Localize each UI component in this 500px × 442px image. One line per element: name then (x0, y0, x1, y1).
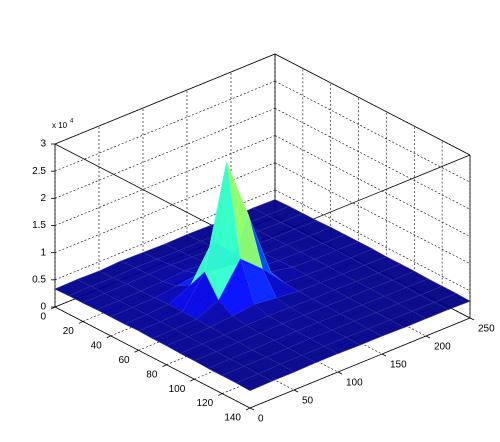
z-multiplier-exponent: 4 (70, 119, 74, 125)
tick-mark (217, 393, 223, 396)
z-tick-label: 2 (40, 193, 46, 204)
box-edge (274, 53, 471, 156)
grid-line (54, 108, 276, 199)
grid-line (274, 189, 471, 292)
z-tick-label: 1 (40, 247, 46, 258)
y-tick-label: 150 (390, 360, 407, 371)
box-edge (54, 306, 251, 409)
x-tick-label: 100 (169, 384, 186, 395)
box-edge (249, 317, 471, 409)
tick-mark (249, 407, 255, 411)
tick-mark (162, 364, 167, 368)
x-tick-label: 20 (63, 326, 75, 337)
box-edge (54, 53, 276, 145)
tick-mark (425, 335, 431, 339)
z-tick-label: 2.5 (32, 166, 46, 177)
x-tick-label: 60 (118, 355, 130, 366)
grid-line (274, 135, 471, 237)
tick-mark (78, 321, 84, 324)
grid-line (274, 108, 471, 210)
tick-mark (293, 389, 299, 393)
y-tick-label: 0 (258, 414, 264, 425)
x-tick-label: 80 (146, 369, 158, 380)
x-tick-label: 0 (40, 312, 46, 323)
tick-mark (381, 353, 387, 357)
grid-line (274, 80, 471, 183)
z-tick-label: 0 (40, 302, 46, 313)
z-tick-label: 3 (40, 139, 46, 150)
z-multiplier: x 10 (52, 121, 68, 130)
z-tick-label: 0.5 (32, 274, 46, 285)
z-tick-label: 1.5 (32, 220, 46, 231)
tick-mark (134, 349, 139, 353)
x-tick-label: 40 (91, 340, 103, 351)
grid-line (274, 162, 471, 264)
mesh-line (235, 373, 273, 391)
grid-line (54, 80, 276, 172)
x-tick-label: 140 (224, 413, 241, 424)
tick-mark (469, 317, 475, 321)
y-tick-label: 250 (478, 324, 495, 335)
y-tick-label: 50 (302, 396, 314, 407)
y-tick-label: 200 (434, 342, 451, 353)
x-tick-label: 120 (196, 398, 213, 409)
tick-mark (245, 407, 251, 411)
y-tick-label: 100 (346, 378, 363, 389)
tick-mark (337, 371, 343, 375)
tick-mark (106, 335, 111, 339)
tick-mark (190, 378, 195, 382)
